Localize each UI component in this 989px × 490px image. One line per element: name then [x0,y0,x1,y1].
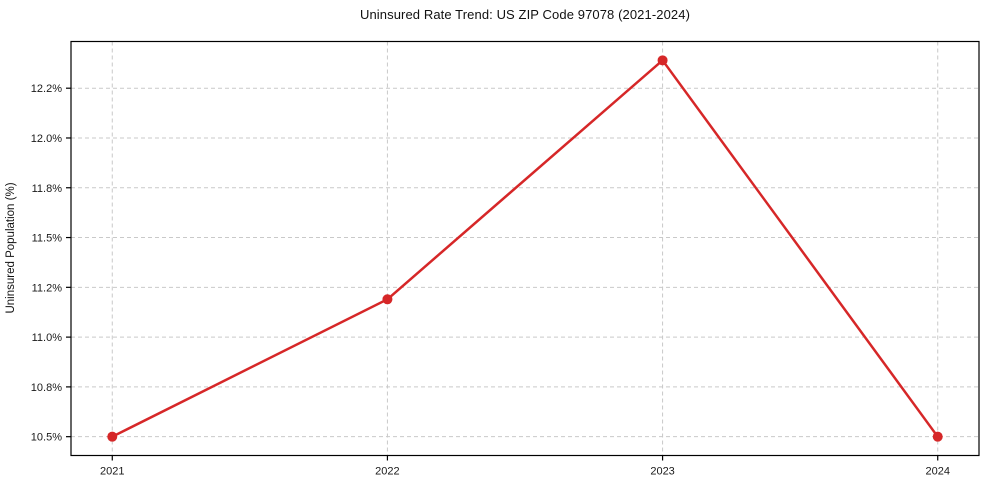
data-point-marker [657,55,668,66]
x-tick-label: 2024 [925,466,949,478]
x-tick-label: 2023 [650,466,674,478]
y-tick-label: 11.2% [32,282,63,294]
y-tick-label: 10.5% [31,432,62,444]
y-tick-label: 12.2% [31,83,62,95]
y-tick-label: 11.0% [32,332,63,344]
data-point-marker [382,294,393,305]
y-tick-label: 11.8% [32,183,63,195]
x-tick-label: 2021 [100,466,124,478]
y-tick-label: 12.0% [31,133,62,145]
chart-title: Uninsured Rate Trend: US ZIP Code 97078 … [359,7,691,22]
data-point-marker [107,431,118,442]
plot-border [70,40,980,457]
y-tick-label: 10.8% [31,382,62,394]
y-tick-label: 11.5% [32,233,63,245]
y-axis-label: Uninsured Population (%) [5,182,17,314]
data-point-marker [932,431,943,442]
x-tick-label: 2022 [375,466,399,478]
trend-line [111,59,939,438]
